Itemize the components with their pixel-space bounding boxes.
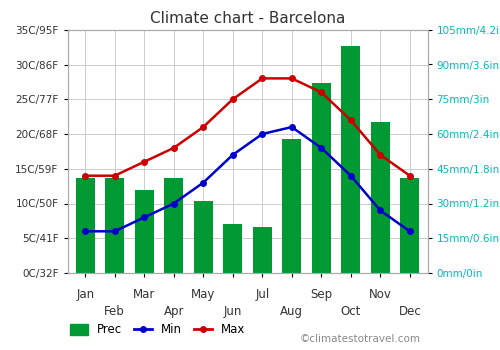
Bar (282, 139, 302, 273)
Text: May: May (191, 288, 216, 301)
Bar (370, 122, 390, 273)
Text: Dec: Dec (398, 304, 421, 317)
Bar (252, 227, 272, 273)
Text: Jun: Jun (224, 304, 242, 317)
Bar (194, 201, 213, 273)
Bar (134, 190, 154, 273)
Text: Mar: Mar (133, 288, 156, 301)
Text: Apr: Apr (164, 304, 184, 317)
Bar (76, 178, 95, 273)
Bar (312, 83, 331, 273)
Bar (400, 178, 419, 273)
Text: Sep: Sep (310, 288, 332, 301)
Text: Aug: Aug (280, 304, 303, 317)
Title: Climate chart - Barcelona: Climate chart - Barcelona (150, 11, 345, 26)
Text: Jul: Jul (255, 288, 270, 301)
Text: Jan: Jan (76, 288, 94, 301)
Text: Feb: Feb (104, 304, 125, 317)
Bar (341, 46, 360, 273)
Bar (105, 178, 124, 273)
Bar (164, 178, 184, 273)
Text: Oct: Oct (340, 304, 361, 317)
Text: ©climatestotravel.com: ©climatestotravel.com (300, 334, 421, 344)
Text: Nov: Nov (369, 288, 392, 301)
Bar (223, 224, 242, 273)
Legend: Prec, Min, Max: Prec, Min, Max (70, 323, 246, 336)
